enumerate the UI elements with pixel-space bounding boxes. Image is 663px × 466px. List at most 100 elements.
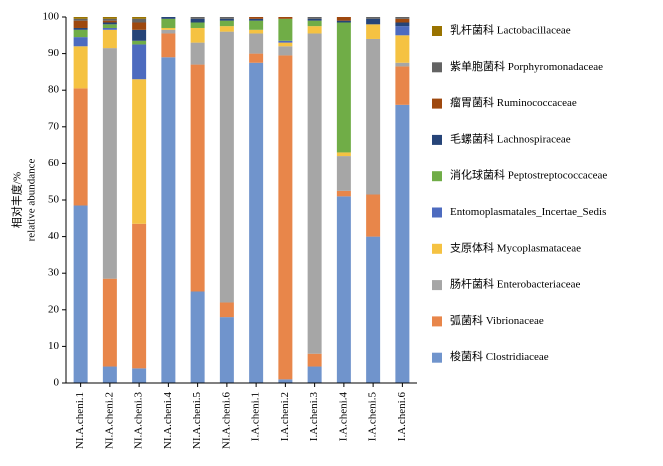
legend-swatch	[432, 280, 442, 291]
legend-swatch	[432, 134, 442, 145]
bar-segment	[219, 18, 234, 21]
bar-segment	[132, 40, 147, 45]
bar-segment	[395, 22, 410, 27]
x-tick-label: NI.A.cheni.1	[74, 392, 86, 449]
bar-segment	[366, 194, 381, 237]
bar-segment	[190, 18, 205, 23]
bar-segment	[102, 366, 117, 383]
bar-segment	[307, 17, 322, 19]
legend-label: 瘤胃菌科 Ruminococcaceae	[450, 95, 577, 109]
legend-label: 乳杆菌科 Lactobacillaceae	[450, 23, 571, 37]
bar-segment	[336, 152, 351, 157]
bar-segment	[73, 29, 88, 38]
y-tick-label: 0	[54, 377, 60, 389]
bar-segment	[249, 33, 264, 54]
bar-segment	[336, 22, 351, 153]
y-tick-label: 90	[48, 47, 60, 59]
bar-segment	[366, 38, 381, 195]
x-tick-label: I.A.cheni.4	[337, 392, 349, 442]
x-tick-label: I.A.cheni.2	[279, 392, 291, 441]
bar-segment	[219, 31, 234, 303]
legend-label: 消化球菌科 Peptostreptococcaceae	[450, 168, 607, 182]
bar-segment	[249, 53, 264, 63]
bar-segment	[366, 24, 381, 39]
bar-segment	[132, 79, 147, 224]
bar-segment	[278, 40, 293, 43]
legend-label: 梭菌科 Clostridiaceae	[450, 349, 549, 363]
legend-label: Entomoplasmatales_Incertae_Sedis	[450, 206, 606, 218]
bar-segment	[336, 156, 351, 191]
bar-segment	[73, 205, 88, 383]
bar-segment	[102, 18, 117, 21]
bar-segment	[278, 17, 293, 19]
bar-segment	[102, 17, 117, 19]
bar-segment	[249, 20, 264, 30]
bar-segment	[161, 57, 176, 383]
legend-swatch	[432, 207, 442, 218]
legend-label: 毛螺菌科 Lachnospiraceae	[450, 131, 571, 145]
bar-segment	[278, 42, 293, 47]
bar-segment	[278, 55, 293, 380]
legend-swatch	[432, 62, 442, 73]
y-tick-label: 30	[48, 267, 60, 279]
y-tick-label: 60	[48, 157, 60, 169]
bar-segment	[161, 33, 176, 58]
bar-segment	[278, 46, 293, 56]
bar-segment	[307, 366, 322, 383]
x-tick-label: I.A.cheni.5	[367, 392, 379, 442]
bar-segment	[73, 20, 88, 28]
bar-segment	[132, 22, 147, 30]
bar-segment	[336, 17, 351, 21]
bar-segment	[132, 18, 147, 23]
bar-segment	[132, 44, 147, 80]
legend-label: 支原体科 Mycoplasmataceae	[450, 240, 581, 254]
bar-segment	[395, 18, 410, 23]
bar-segment	[307, 33, 322, 354]
bar-segment	[190, 17, 205, 19]
legend-label: 肠杆菌科 Enterobacteriaceae	[450, 277, 581, 291]
legend-swatch	[432, 26, 442, 36]
bar-segment	[102, 24, 117, 28]
legend-swatch	[432, 316, 442, 327]
x-tick-label: NI.A.cheni.4	[162, 392, 174, 450]
bar-segment	[102, 29, 117, 49]
bar-segment	[395, 104, 410, 383]
bar-segment	[395, 66, 410, 105]
bar-segment	[161, 29, 176, 34]
bar-segment	[307, 353, 322, 367]
bar-segment	[336, 20, 351, 23]
legend-label: 紫单胞菌科 Porphyromonadaceae	[450, 59, 603, 73]
y-tick-label: 40	[48, 230, 60, 242]
bar-segment	[366, 236, 381, 383]
bar-segment	[190, 27, 205, 43]
bar-segment	[161, 18, 176, 28]
bar-segment	[219, 317, 234, 383]
bar-segment	[73, 27, 88, 30]
x-tick-label: NI.A.cheni.6	[220, 392, 232, 450]
x-tick-label: I.A.cheni.6	[396, 392, 408, 442]
bar-segment	[102, 27, 117, 30]
bar-segment	[73, 37, 88, 47]
bar-segment	[249, 62, 264, 383]
bar-segment	[307, 26, 322, 34]
bar-segment	[219, 20, 234, 27]
bar-segment	[73, 17, 88, 19]
legend-swatch	[432, 352, 442, 363]
x-tick-label: NI.A.cheni.5	[191, 392, 203, 450]
legend-swatch	[432, 98, 442, 109]
bar-segment	[336, 196, 351, 383]
bar-segment	[73, 88, 88, 206]
bar-segment	[307, 18, 322, 21]
y-tick-label: 80	[48, 84, 60, 96]
bar-segment	[366, 18, 381, 25]
bar-segment	[278, 379, 293, 383]
bar-segment	[102, 22, 117, 25]
bar-segment	[102, 48, 117, 279]
legend-label: 弧菌科 Vibrionaceae	[450, 313, 544, 327]
bar-segment	[249, 17, 264, 19]
bar-segment	[278, 18, 293, 41]
y-tick-label: 20	[48, 303, 60, 315]
bar-segment	[132, 29, 147, 41]
x-tick-label: I.A.cheni.3	[308, 392, 320, 442]
